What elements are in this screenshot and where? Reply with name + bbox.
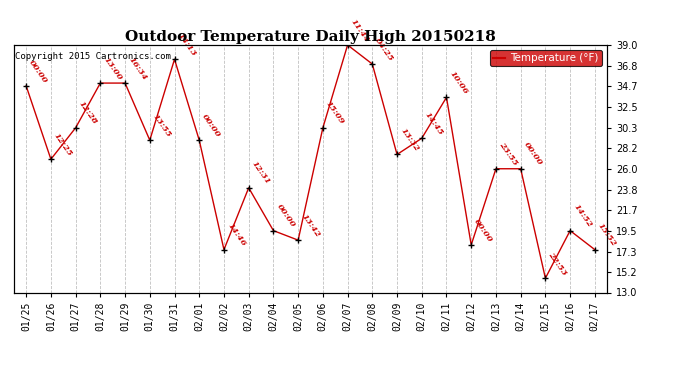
Text: 16:34: 16:34 [126,55,148,82]
Text: 23:55: 23:55 [497,141,519,167]
Text: 12:31: 12:31 [250,160,272,186]
Text: 04:25: 04:25 [374,36,395,63]
Text: Copyright 2015 Cartronics.com: Copyright 2015 Cartronics.com [15,53,171,62]
Text: 13:00: 13:00 [101,55,124,82]
Legend: Temperature (°F): Temperature (°F) [490,50,602,66]
Text: 13:55: 13:55 [151,112,173,139]
Text: 14:46: 14:46 [226,222,247,248]
Text: 12:25: 12:25 [52,132,74,158]
Title: Outdoor Temperature Daily High 20150218: Outdoor Temperature Daily High 20150218 [125,30,496,44]
Text: 14:13: 14:13 [176,32,198,58]
Text: 00:00: 00:00 [522,141,544,167]
Text: 00:00: 00:00 [473,217,495,243]
Text: 00:00: 00:00 [201,112,222,139]
Text: 15:09: 15:09 [324,100,346,126]
Text: 00:00: 00:00 [28,58,50,84]
Text: 15:52: 15:52 [596,222,618,248]
Text: 22:53: 22:53 [546,251,569,277]
Text: 14:52: 14:52 [571,203,593,229]
Text: 13:32: 13:32 [398,127,420,153]
Text: 11:44: 11:44 [349,17,371,44]
Text: 12:28: 12:28 [77,100,99,126]
Text: 14:45: 14:45 [423,111,445,137]
Text: 13:42: 13:42 [299,212,322,239]
Text: 10:06: 10:06 [448,70,470,96]
Text: 00:00: 00:00 [275,203,297,229]
